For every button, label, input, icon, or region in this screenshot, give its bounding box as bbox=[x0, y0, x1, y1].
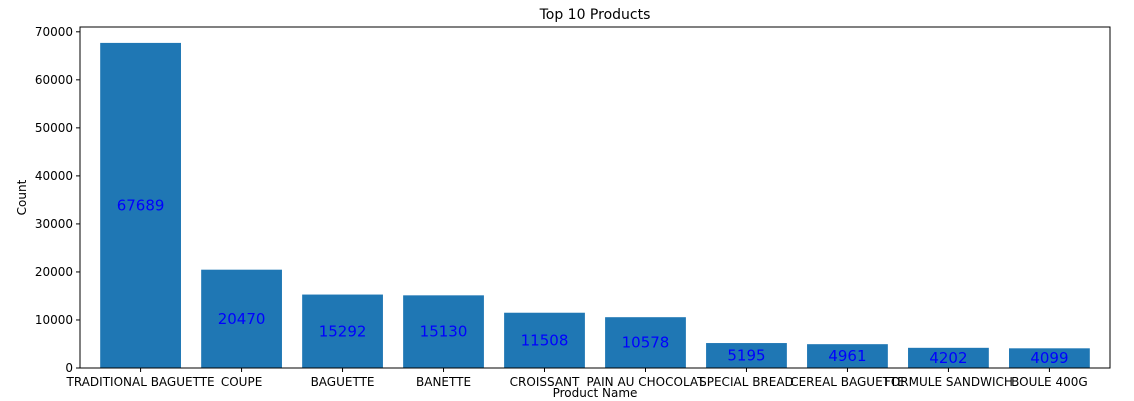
y-tick-label: 70000 bbox=[35, 25, 73, 39]
x-axis-title: Product Name bbox=[553, 386, 638, 400]
x-tick-label: SPECIAL BREAD bbox=[699, 375, 794, 389]
x-tick-label: PAIN AU CHOCOLAT bbox=[586, 375, 705, 389]
x-tick-label: COUPE bbox=[221, 375, 262, 389]
plot-frame bbox=[79, 26, 1111, 369]
bar-value-label: 11508 bbox=[521, 331, 569, 349]
x-axis: TRADITIONAL BAGUETTE COUPE BAGUETTE BANETTE… bbox=[66, 368, 1088, 389]
bar-value-label: 20470 bbox=[218, 310, 266, 328]
y-tick-label: 50000 bbox=[35, 121, 73, 135]
y-tick-label: 30000 bbox=[35, 217, 73, 231]
y-tick-label: 0 bbox=[65, 361, 73, 375]
x-tick-label: BANETTE bbox=[416, 375, 471, 389]
bar bbox=[1009, 348, 1090, 368]
bar-value-label: 4099 bbox=[1030, 349, 1068, 367]
bar-value-label: 15292 bbox=[319, 322, 367, 340]
x-tick-label: BOULE 400G bbox=[1011, 375, 1088, 389]
bar bbox=[706, 343, 787, 368]
x-tick-label: CEREAL BAGUETTE bbox=[790, 375, 905, 389]
bar-value-label: 67689 bbox=[117, 196, 165, 214]
bar-value-label: 15130 bbox=[420, 323, 468, 341]
bar bbox=[807, 344, 888, 368]
bars-group bbox=[100, 42, 1090, 368]
y-tick-label: 40000 bbox=[35, 169, 73, 183]
x-tick-label: CROISSANT bbox=[510, 375, 580, 389]
bar bbox=[403, 295, 484, 368]
bar-labels-group: 67689 20470 15292 15130 11508 10578 5195 4961 42… bbox=[117, 196, 1069, 367]
bar-value-label: 5195 bbox=[727, 347, 765, 365]
bar bbox=[201, 269, 282, 368]
bar bbox=[100, 42, 181, 368]
y-tick-label: 10000 bbox=[35, 313, 73, 327]
bar-value-label: 10578 bbox=[622, 334, 670, 352]
bar bbox=[504, 312, 585, 368]
bar-value-label: 4961 bbox=[828, 347, 866, 365]
bar bbox=[908, 347, 989, 368]
x-tick-label: BAGUETTE bbox=[311, 375, 375, 389]
y-axis: 0 10000 20000 30000 40000 50000 60000 70000 bbox=[35, 25, 80, 375]
y-tick-label: 20000 bbox=[35, 265, 73, 279]
chart-title: Top 10 Products bbox=[539, 7, 651, 23]
x-tick-label: TRADITIONAL BAGUETTE bbox=[66, 375, 215, 389]
bar-value-label: 4202 bbox=[929, 349, 967, 367]
y-tick-label: 60000 bbox=[35, 73, 73, 87]
bar bbox=[302, 294, 383, 368]
y-axis-title: Count bbox=[15, 179, 29, 215]
x-tick-label: FORMULE SANDWICH bbox=[884, 375, 1013, 389]
bar bbox=[605, 317, 686, 368]
